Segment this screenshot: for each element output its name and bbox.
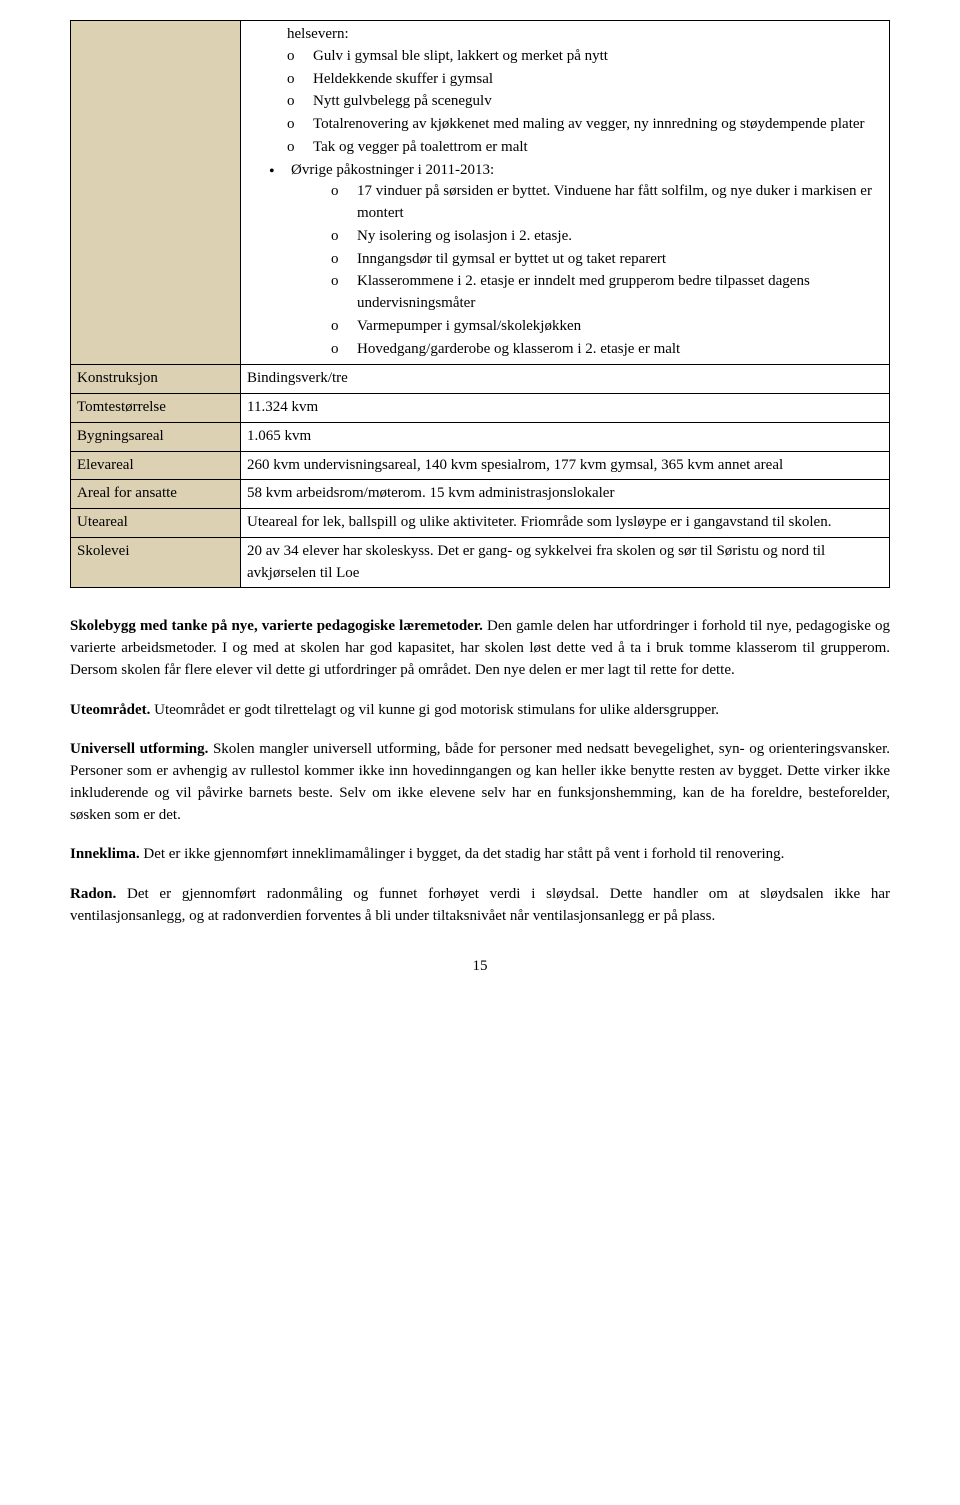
paragraph-lead: Uteområdet. <box>70 702 150 718</box>
row-value: Bindingsverk/tre <box>241 365 890 394</box>
properties-table: helsevern: Gulv i gymsal ble slipt, lakk… <box>70 20 890 588</box>
bulleted-list: Øvrige påkostninger i 2011-2013: 17 vind… <box>247 160 883 361</box>
row-label: Areal for ansatte <box>71 480 241 509</box>
top-section-cell: helsevern: Gulv i gymsal ble slipt, lakk… <box>241 21 890 365</box>
row-label: Uteareal <box>71 509 241 538</box>
list-item: Heldekkende skuffer i gymsal <box>287 69 883 91</box>
list-item: 17 vinduer på sørsiden er byttet. Vindue… <box>331 181 883 225</box>
paragraph: Uteområdet. Uteområdet er godt tilrettel… <box>70 700 890 722</box>
row-value: 11.324 kvm <box>241 394 890 423</box>
row-label: Bygningsareal <box>71 422 241 451</box>
paragraph: Skolebygg med tanke på nye, varierte ped… <box>70 616 890 681</box>
row-label: Tomtestørrelse <box>71 394 241 423</box>
table-row: Skolevei 20 av 34 elever har skoleskyss.… <box>71 537 890 588</box>
table-row: Tomtestørrelse 11.324 kvm <box>71 394 890 423</box>
row-value: 58 kvm arbeidsrom/møterom. 15 kvm admini… <box>241 480 890 509</box>
paragraph-body: Det er ikke gjennomført inneklimamålinge… <box>140 846 785 862</box>
row-label: Konstruksjon <box>71 365 241 394</box>
section-heading: helsevern: <box>247 24 883 46</box>
paragraph-lead: Skolebygg med tanke på nye, varierte ped… <box>70 618 483 634</box>
row-value: 260 kvm undervisningsareal, 140 kvm spes… <box>241 451 890 480</box>
list-item: Gulv i gymsal ble slipt, lakkert og merk… <box>287 46 883 68</box>
paragraph-lead: Universell utforming. <box>70 741 208 757</box>
row-value: 1.065 kvm <box>241 422 890 451</box>
list-item: Tak og vegger på toalettrom er malt <box>287 137 883 159</box>
table-row: Elevareal 260 kvm undervisningsareal, 14… <box>71 451 890 480</box>
paragraph: Radon. Det er gjennomført radonmåling og… <box>70 884 890 928</box>
sub-list: 17 vinduer på sørsiden er byttet. Vindue… <box>291 181 883 360</box>
page-number: 15 <box>70 956 890 978</box>
row-label: Skolevei <box>71 537 241 588</box>
table-row: helsevern: Gulv i gymsal ble slipt, lakk… <box>71 21 890 365</box>
list-item: Varmepumper i gymsal/skolekjøkken <box>331 316 883 338</box>
list-item: Ny isolering og isolasjon i 2. etasje. <box>331 226 883 248</box>
paragraph: Inneklima. Det er ikke gjennomført innek… <box>70 844 890 866</box>
paragraph-lead: Inneklima. <box>70 846 140 862</box>
list-item: Hovedgang/garderobe og klasserom i 2. et… <box>331 339 883 361</box>
paragraph-body: Det er gjennomført radonmåling og funnet… <box>70 886 890 924</box>
row-label: Elevareal <box>71 451 241 480</box>
list-item: Totalrenovering av kjøkkenet med maling … <box>287 114 883 136</box>
row-value: Uteareal for lek, ballspill og ulike akt… <box>241 509 890 538</box>
table-row: Areal for ansatte 58 kvm arbeidsrom/møte… <box>71 480 890 509</box>
row-label-empty <box>71 21 241 365</box>
paragraph-body: Uteområdet er godt tilrettelagt og vil k… <box>150 702 719 718</box>
table-row: Konstruksjon Bindingsverk/tre <box>71 365 890 394</box>
bullet-item: Øvrige påkostninger i 2011-2013: 17 vind… <box>269 160 883 361</box>
list-item: Klasserommene i 2. etasje er inndelt med… <box>331 271 883 315</box>
bullet-label: Øvrige påkostninger i 2011-2013: <box>291 162 494 178</box>
paragraph-lead: Radon. <box>70 886 116 902</box>
table-row: Bygningsareal 1.065 kvm <box>71 422 890 451</box>
paragraph: Universell utforming. Skolen mangler uni… <box>70 739 890 826</box>
list-group-1: Gulv i gymsal ble slipt, lakkert og merk… <box>247 46 883 159</box>
list-item: Inngangsdør til gymsal er byttet ut og t… <box>331 249 883 271</box>
table-row: Uteareal Uteareal for lek, ballspill og … <box>71 509 890 538</box>
row-value: 20 av 34 elever har skoleskyss. Det er g… <box>241 537 890 588</box>
list-item: Nytt gulvbelegg på scenegulv <box>287 91 883 113</box>
